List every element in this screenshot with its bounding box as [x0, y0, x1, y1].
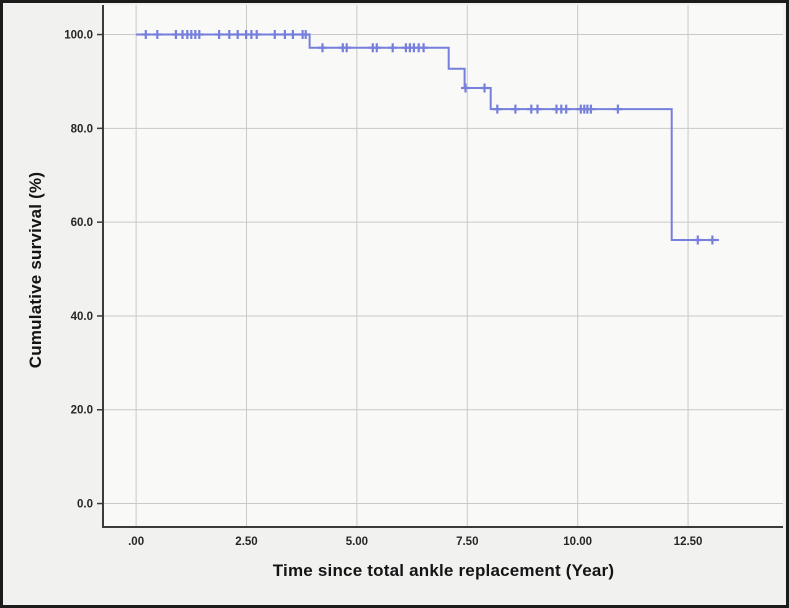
- x-tick-label: 12.50: [674, 536, 703, 548]
- x-tick-label: 5.00: [346, 536, 368, 548]
- survival-curve: [136, 33, 719, 241]
- y-tick-label: 80.0: [71, 123, 93, 135]
- y-tick-label: 40.0: [71, 311, 93, 323]
- x-tick-label: 2.50: [235, 536, 257, 548]
- x-tick-label: 10.00: [563, 536, 592, 548]
- x-tick-label: .00: [128, 536, 144, 548]
- x-tick-label: 7.50: [456, 536, 478, 548]
- y-tick-label: 0.0: [77, 499, 93, 511]
- y-tick-label: 60.0: [71, 217, 93, 229]
- censor-marks: [141, 30, 717, 245]
- y-tick-label: 20.0: [71, 405, 93, 417]
- plot-area: [103, 5, 783, 527]
- km-survival-chart: 0.0 20.0 40.0 60.0 80.0 100.0 .00 2.50 5.00 7.50 1…: [64, 5, 783, 548]
- x-axis-title: Time since total ankle replacement (Year…: [272, 561, 615, 580]
- y-tick-label: 100.0: [64, 30, 93, 42]
- y-axis-title: Cumulative survival (%): [26, 171, 45, 369]
